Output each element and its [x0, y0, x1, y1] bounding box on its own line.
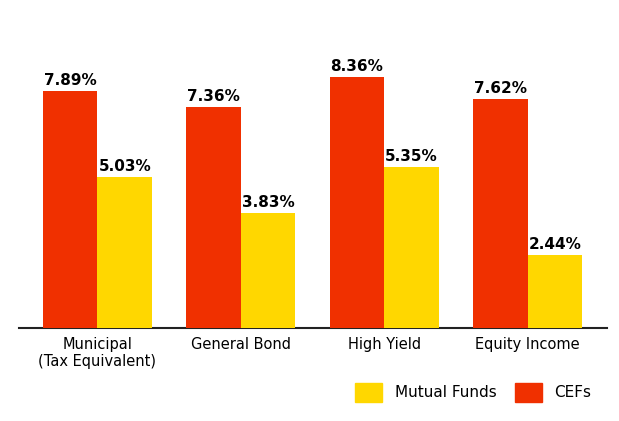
Bar	[330, 77, 384, 328]
Text: 8.36%: 8.36%	[331, 59, 384, 74]
Text: 3.83%: 3.83%	[242, 195, 295, 210]
Text: 5.35%: 5.35%	[385, 149, 438, 165]
Bar	[474, 99, 528, 328]
Text: 7.89%: 7.89%	[44, 73, 97, 88]
Text: 7.36%: 7.36%	[187, 89, 240, 104]
Bar	[186, 107, 241, 328]
Text: 2.44%: 2.44%	[529, 237, 581, 252]
Text: 7.62%: 7.62%	[474, 81, 527, 96]
Legend: Mutual Funds, CEFs: Mutual Funds, CEFs	[347, 375, 599, 409]
Bar	[528, 255, 582, 328]
Bar	[43, 91, 97, 328]
Bar	[384, 168, 439, 328]
Bar	[241, 213, 295, 328]
Bar	[97, 177, 152, 328]
Text: 5.03%: 5.03%	[98, 159, 151, 174]
